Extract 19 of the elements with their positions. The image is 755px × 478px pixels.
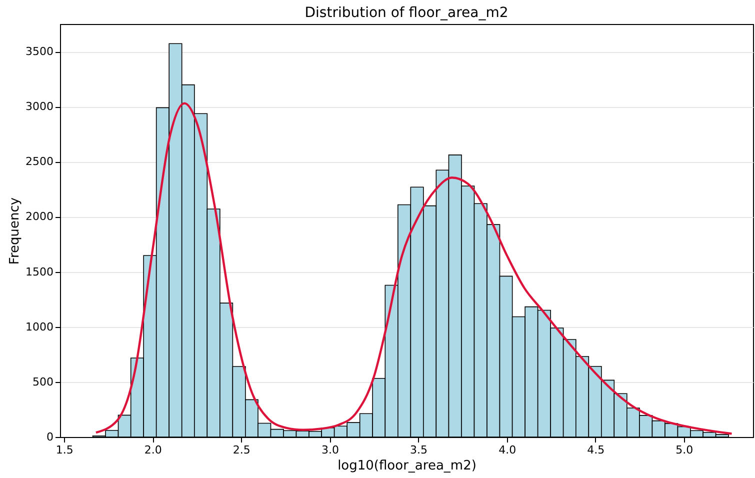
chart-title: Distribution of floor_area_m2 [304,5,508,21]
y-tick-label: 2000 [26,210,54,224]
y-tick-label: 1500 [26,265,54,278]
x-tick-label: 2.5 [232,444,250,456]
x-tick-label: 5.0 [676,444,694,456]
y-tick-label: 500 [32,375,54,388]
x-tick-label: 3.0 [321,444,339,456]
x-tick-label: 4.0 [498,444,516,456]
y-axis-title: Frequency [8,197,23,265]
x-tick-label: 4.5 [587,444,605,456]
y-tick-label: 2500 [26,155,54,168]
y-tick-label: 3000 [26,100,54,114]
y-tick-label: 1000 [26,320,54,334]
y-tick-label: 3500 [26,45,54,58]
y-tick-label: 0 [46,430,54,444]
x-tick-label: 3.5 [410,444,428,456]
x-tick-label: 2.0 [144,444,162,456]
x-tick-label: 1.5 [56,444,74,456]
x-axis-title: log10(floor_area_m2) [338,458,476,474]
